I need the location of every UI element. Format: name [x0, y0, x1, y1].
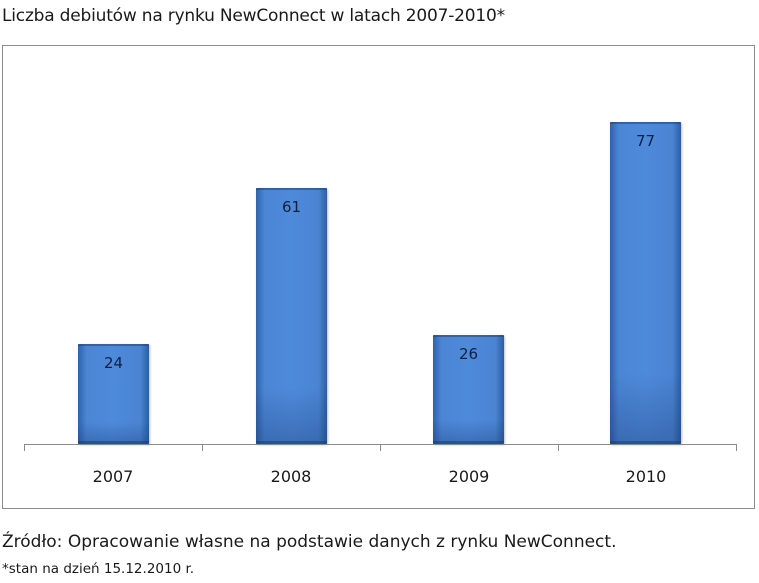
bar-value-label: 26 — [458, 345, 479, 363]
bar-2008: 61 — [256, 188, 327, 445]
x-axis-label-2010: 2010 — [625, 467, 667, 486]
bar-2009: 26 — [433, 335, 504, 444]
x-axis-tick — [558, 444, 559, 451]
x-axis-label-2008: 2008 — [270, 467, 312, 486]
footnote: *stan na dzień 15.12.2010 r. — [2, 561, 195, 577]
x-axis-tick — [202, 444, 203, 451]
bar-value-label: 24 — [103, 354, 124, 372]
bar-value-label: 77 — [635, 132, 656, 150]
bar-value-label: 61 — [281, 198, 302, 216]
source-caption: Źródło: Opracowanie własne na podstawie … — [2, 532, 617, 552]
bar-2007: 24 — [78, 344, 149, 444]
bar-2010: 77 — [610, 122, 681, 445]
x-axis-tick — [380, 444, 381, 451]
x-axis-label-2007: 2007 — [92, 467, 134, 486]
x-axis-tick — [24, 444, 25, 451]
chart-title: Liczba debiutów na rynku NewConnect w la… — [2, 6, 505, 26]
x-axis-tick — [736, 444, 737, 451]
x-axis-label-2009: 2009 — [448, 467, 490, 486]
